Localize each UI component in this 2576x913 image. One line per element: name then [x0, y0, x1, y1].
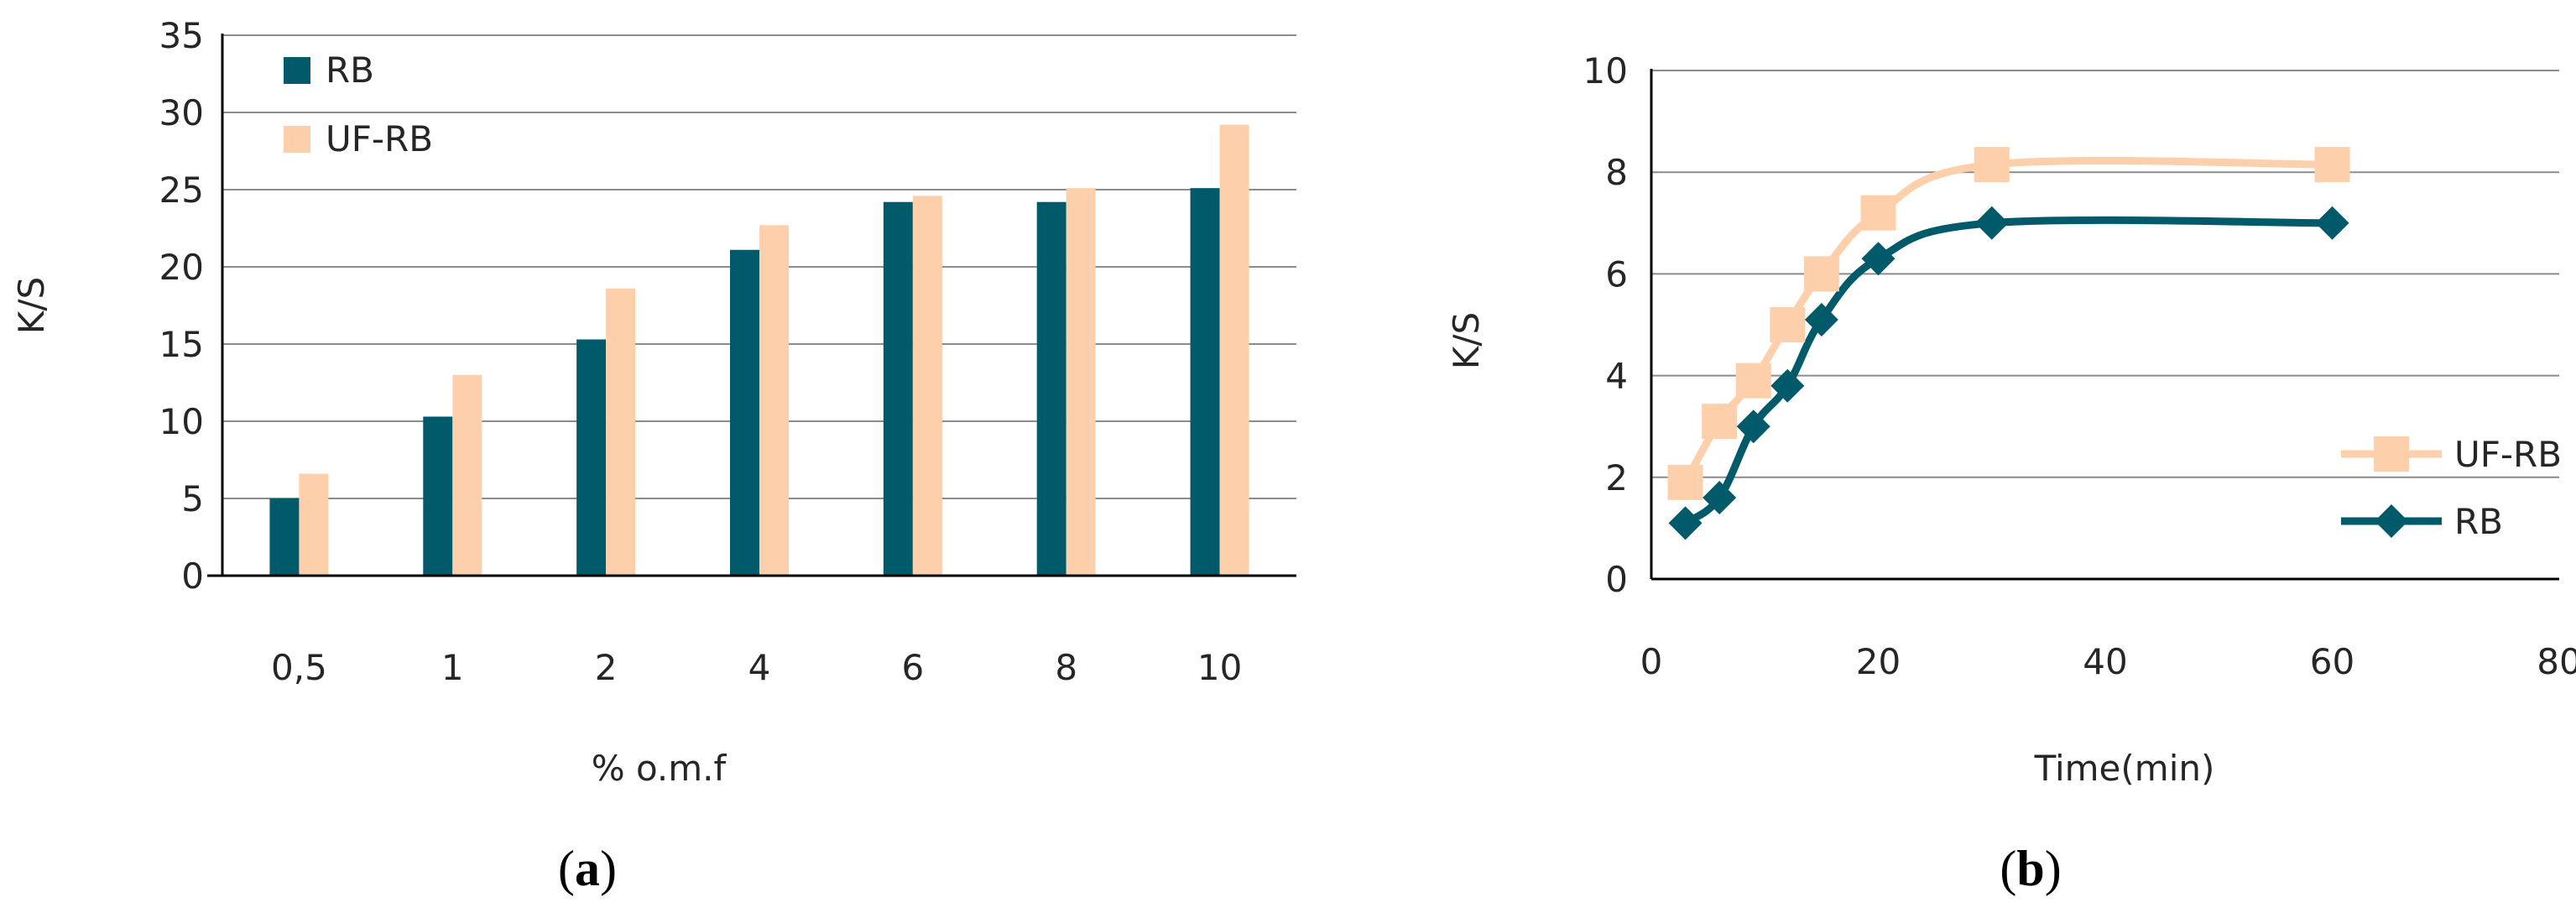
chart-b-k-s-vs-time: 0 2 4 6 8 10 0 20 40 60 80 K/S Time(min) UF-RB RB…: [1446, 50, 2576, 896]
chart-b-marker-rb: [2315, 206, 2349, 240]
chart-a-x-tick-label: 10: [1197, 647, 1242, 688]
chart-b-marker-rb: [1770, 368, 1805, 403]
chart-b-x-tick-label: 60: [2310, 641, 2354, 682]
chart-a-x-tick-label: 1: [441, 647, 464, 688]
chart-a-bar-rb: [269, 498, 300, 576]
chart-b-marker-uf-rb: [1667, 464, 1703, 500]
chart-b-y-tick-label: 4: [1605, 356, 1628, 397]
chart-a-x-tick-label: 2: [595, 647, 618, 688]
chart-a-bar-rb: [1036, 201, 1066, 576]
chart-a-x-tick-labels: 0,5 1 2 4 6 8 10: [271, 647, 1242, 688]
chart-a-bar-rb: [423, 416, 453, 576]
chart-a-x-tick-label: 6: [901, 647, 924, 688]
chart-a-y-tick-label: 30: [159, 92, 204, 133]
chart-a-bar-uf-rb: [759, 225, 789, 576]
chart-a-legend-swatch-uf-rb: [284, 126, 310, 153]
chart-b-marker-uf-rb: [2314, 147, 2350, 183]
chart-b-x-tick-labels: 0 20 40 60 80: [1640, 641, 2576, 682]
chart-a-legend: RB UF-RB: [284, 50, 433, 159]
chart-b-legend-marker-shape: [2375, 504, 2408, 538]
chart-a-bar-uf-rb: [452, 374, 482, 576]
chart-a-y-tick-label: 25: [159, 170, 204, 211]
chart-a-y-tick-label: 35: [159, 15, 204, 56]
chart-a-x-tick-label: 0,5: [271, 647, 327, 688]
chart-a-y-tick-label: 10: [159, 401, 204, 442]
chart-a-y-tick-label: 15: [159, 324, 204, 365]
chart-a-panel-letter: a: [575, 841, 600, 896]
chart-b-marker-rb: [1974, 206, 2009, 240]
chart-a-y-tick-label: 5: [181, 478, 204, 519]
chart-b-x-tick-label: 0: [1640, 641, 1663, 682]
chart-b-gridlines: [1651, 70, 2559, 478]
chart-a-bar-uf-rb: [606, 288, 636, 576]
chart-b-marker-uf-rb: [1770, 307, 1806, 342]
chart-a-x-tick-label: 8: [1055, 647, 1077, 688]
chart-a-y-tick-labels: 0 5 10 15 20 25 30 35: [159, 15, 204, 597]
chart-b-legend-label-uf-rb: UF-RB: [2454, 434, 2562, 475]
chart-b-legend-marker-shape: [2374, 436, 2409, 472]
chart-a-bar-uf-rb: [1219, 124, 1249, 576]
chart-a-bar-rb: [1190, 188, 1220, 576]
chart-a-bars: [269, 124, 1249, 576]
chart-b-marker-rb: [1736, 410, 1770, 444]
chart-b-marker-uf-rb: [1735, 363, 1771, 399]
chart-a-panel-label: (a): [558, 841, 617, 896]
chart-b-line-rb: [1682, 216, 2336, 527]
chart-b-marker-rb: [1703, 481, 1737, 515]
chart-a-y-tick-label: 0: [181, 556, 204, 597]
chart-b-y-tick-label: 0: [1605, 559, 1628, 600]
chart-a-legend-swatch-rb: [284, 57, 310, 84]
chart-b-x-tick-label: 80: [2537, 641, 2576, 682]
chart-a-bar-uf-rb: [1066, 188, 1096, 576]
chart-a-bar-rb: [730, 249, 759, 576]
chart-b-marker-uf-rb: [1803, 256, 1839, 292]
chart-b-x-tick-label: 40: [2083, 641, 2127, 682]
chart-a-bar-uf-rb: [912, 196, 942, 576]
chart-a-x-tick-label: 4: [748, 647, 771, 688]
chart-b-x-tick-label: 20: [1856, 641, 1901, 682]
chart-a-bar-rb: [883, 201, 913, 576]
chart-a-bar-uf-rb: [299, 473, 329, 576]
chart-b-y-tick-label: 2: [1605, 457, 1628, 498]
chart-b-panel-label: (b): [2000, 841, 2061, 896]
chart-b-y-tick-label: 10: [1583, 50, 1628, 91]
chart-b-legend-marker-uf-rb: [2374, 436, 2409, 472]
chart-a-legend-label-uf-rb: UF-RB: [326, 118, 433, 159]
chart-b-x-axis-title: Time(min): [2034, 748, 2215, 789]
chart-b-marker-uf-rb: [1974, 147, 2010, 183]
chart-b-marker-rb: [1861, 242, 1895, 276]
chart-a-bar-rb: [576, 339, 607, 576]
chart-b-y-tick-label: 8: [1605, 152, 1628, 193]
chart-b-series-markers: [1667, 147, 2350, 540]
chart-b-marker-rb: [1668, 506, 1703, 540]
chart-b-legend-marker-rb: [2375, 504, 2408, 538]
chart-b-legend: UF-RB RB: [2341, 434, 2562, 542]
chart-b-y-tick-label: 6: [1605, 253, 1628, 295]
chart-a-y-tick-label: 20: [159, 247, 204, 288]
chart-b-y-tick-labels: 0 2 4 6 8 10: [1583, 50, 1628, 600]
chart-b-y-axis-title: K/S: [1446, 312, 1487, 369]
chart-b-panel-letter: b: [2016, 841, 2044, 896]
chart-a-k-s-vs-omf: 0 5 10 15 20 25 30 35 0,5 1 2 4 6 8 10 K/S % o.m.f RB…: [11, 15, 1296, 896]
chart-a-y-axis-title: K/S: [11, 277, 52, 334]
chart-b-marker-uf-rb: [1702, 404, 1738, 440]
chart-b-marker-rb: [1804, 302, 1838, 337]
chart-b-marker-uf-rb: [1860, 195, 1896, 231]
chart-b-legend-label-rb: RB: [2454, 501, 2503, 542]
chart-a-x-axis-title: % o.m.f: [592, 748, 727, 789]
chart-a-legend-label-rb: RB: [326, 50, 374, 91]
